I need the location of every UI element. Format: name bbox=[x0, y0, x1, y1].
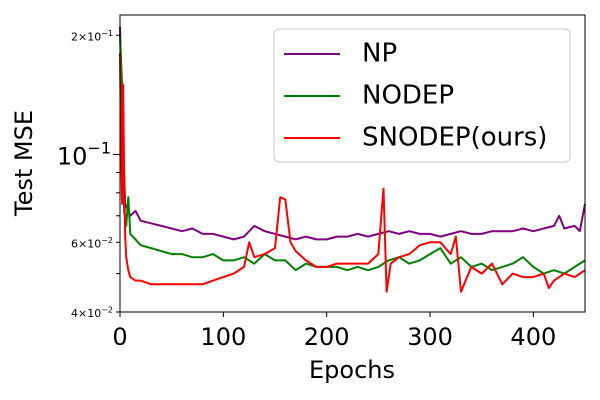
x-axis-title: Epochs bbox=[309, 356, 395, 384]
y-major-tick-label-0: 10−1 bbox=[57, 138, 111, 170]
plot-lines bbox=[119, 26, 586, 293]
legend-box bbox=[273, 28, 571, 163]
plot-frame bbox=[119, 14, 586, 313]
legend: NP NODEP SNODEP(ours) bbox=[273, 28, 571, 163]
y-minor-tick-label-0: 2×10−1 bbox=[71, 28, 113, 43]
y-axis-title: Test MSE bbox=[10, 110, 38, 217]
series-line-0 bbox=[119, 26, 586, 241]
x-tick-label-0: 0 bbox=[112, 323, 127, 351]
y-minor-tick-label-1: 6×10−2 bbox=[71, 235, 113, 250]
legend-label-0: NP bbox=[362, 39, 397, 69]
legend-label-2: SNODEP(ours) bbox=[362, 123, 547, 153]
legend-label-1: NODEP bbox=[362, 81, 454, 111]
x-tick-label-4: 400 bbox=[510, 323, 556, 351]
y-ticks: 10−1 2×10−1 6×10−2 4×10−2 bbox=[57, 28, 120, 320]
x-tick-label-2: 200 bbox=[304, 323, 350, 351]
x-tick-label-1: 100 bbox=[200, 323, 246, 351]
y-minor-tick-label-2: 4×10−2 bbox=[71, 305, 113, 320]
series-line-2 bbox=[119, 53, 586, 293]
x-ticks: 0 100 200 300 400 bbox=[112, 312, 556, 351]
x-tick-label-3: 300 bbox=[407, 323, 453, 351]
